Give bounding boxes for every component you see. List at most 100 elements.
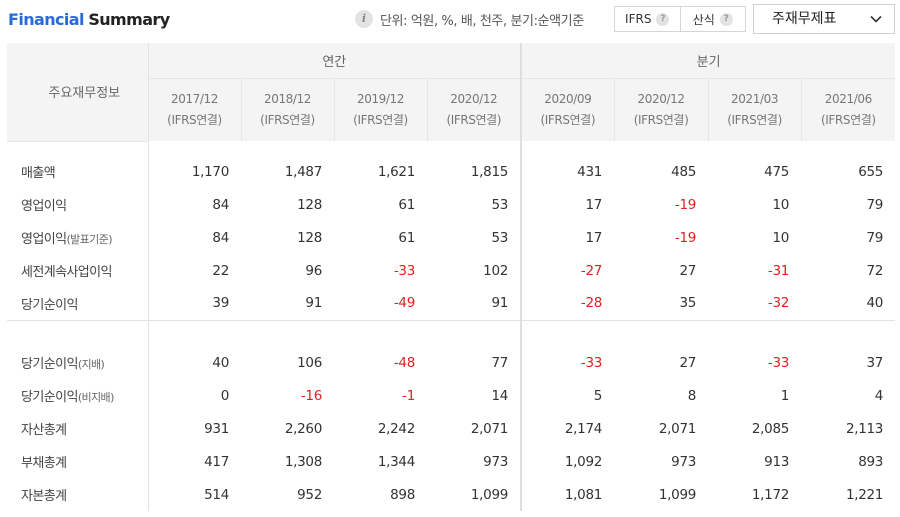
value-cell: 952 xyxy=(297,486,322,503)
row-label-main: 자산총계 xyxy=(21,423,67,438)
spacer-cell xyxy=(801,141,895,155)
value-cell: 1,487 xyxy=(284,163,322,180)
spacer-cell xyxy=(521,319,615,346)
title-financial: Financial xyxy=(8,10,84,29)
financial-summary-table: 주요재무정보 연간 분기 2017/12 (IFRS연결) 2018/12 (IFRS… xyxy=(7,43,896,511)
value-cell: 514 xyxy=(204,486,229,503)
row-label: 부채총계 xyxy=(7,445,149,478)
row-label-main: 세전계속사업이익 xyxy=(21,265,112,280)
column-period: 2019/12 xyxy=(356,91,405,106)
column-basis: (IFRS연결) xyxy=(633,112,689,127)
value-cell: 1 xyxy=(780,387,790,404)
value-cell: 2,071 xyxy=(427,412,523,445)
spacer-cell xyxy=(7,141,149,155)
value-cell: 39 xyxy=(212,295,229,312)
value-cell: -1 xyxy=(402,387,415,404)
value-cell: 40 xyxy=(866,295,884,312)
spacer-cell xyxy=(148,141,241,155)
question-icon[interactable]: ? xyxy=(719,12,733,26)
column-basis: (IFRS연결) xyxy=(821,112,876,127)
value-cell: 79 xyxy=(866,196,884,213)
section-divider xyxy=(7,319,896,346)
spacer-cell xyxy=(801,319,896,346)
column-period: 2021/06 xyxy=(824,91,872,106)
value-cell: 2,260 xyxy=(284,420,322,437)
value-cell: 4 xyxy=(874,387,884,404)
column-period: 2020/12 xyxy=(637,91,685,106)
value-cell: 10 xyxy=(772,229,790,246)
value-cell: 0 xyxy=(220,387,230,404)
corner-label: 주요재무정보 xyxy=(7,43,149,142)
value-cell: 655 xyxy=(858,163,884,180)
column-header: 2019/12 (IFRS연결) xyxy=(334,78,428,141)
row-label-main: 자본총계 xyxy=(21,489,67,504)
spacer-cell xyxy=(241,141,334,155)
value-cell: 22 xyxy=(212,262,229,279)
value-cell: -33 xyxy=(580,354,603,371)
statement-type-select[interactable]: 주재무제표 xyxy=(753,4,895,34)
value-cell: 1,308 xyxy=(284,453,322,470)
spacer-cell xyxy=(708,319,802,346)
value-cell: 1,099 xyxy=(427,478,523,511)
page-title: Financial Summary xyxy=(8,10,170,29)
spacer-cell xyxy=(148,319,241,346)
value-cell: 79 xyxy=(866,229,884,246)
table-row: 자산총계 931 2,260 2,242 2,071 2,174 2,071 2,085 2,1… xyxy=(7,412,895,445)
value-cell: -48 xyxy=(393,354,415,371)
value-cell: 37 xyxy=(866,354,884,371)
column-header: 2021/03 (IFRS연결) xyxy=(708,78,802,141)
value-cell: 913 xyxy=(764,453,790,470)
value-cell: 1,170 xyxy=(191,163,229,180)
ifrs-toggle[interactable]: IFRS ? xyxy=(615,7,680,31)
row-label: 당기순이익(지배) xyxy=(7,346,149,379)
value-cell: 10 xyxy=(772,196,790,213)
value-cell: 417 xyxy=(204,453,229,470)
formula-toggle-label: 산식 xyxy=(692,12,715,27)
column-header: 2021/06 (IFRS연결) xyxy=(801,78,896,141)
value-cell: 431 xyxy=(577,163,603,180)
value-cell: 475 xyxy=(764,163,790,180)
row-label-sub: (발표기준) xyxy=(66,233,112,246)
value-cell: 1,221 xyxy=(845,486,884,503)
value-cell: 5 xyxy=(593,387,603,404)
spacer-cell xyxy=(521,141,614,155)
statement-type-value: 주재무제표 xyxy=(772,11,837,27)
value-cell: 40 xyxy=(212,354,229,371)
row-label: 자본총계 xyxy=(7,478,149,511)
column-basis: (IFRS연결) xyxy=(540,112,596,127)
value-cell: -31 xyxy=(767,262,790,279)
group-annual: 연간 xyxy=(148,43,523,79)
value-cell: 14 xyxy=(427,379,523,412)
value-cell: -27 xyxy=(580,262,603,279)
table-row: 세전계속사업이익 22 96 -33 102 -27 27 -31 72 xyxy=(7,254,895,287)
row-label-main: 영업이익 xyxy=(21,199,67,214)
value-cell: -28 xyxy=(580,295,603,312)
value-cell: 1,172 xyxy=(751,486,790,503)
spacer-cell xyxy=(427,319,523,346)
row-label: 세전계속사업이익 xyxy=(7,254,149,287)
value-cell: 931 xyxy=(204,420,229,437)
title-summary: Summary xyxy=(88,10,170,29)
table-row: 당기순이익(비지배) 0 -16 -1 14 5 8 1 4 xyxy=(7,379,895,412)
value-cell: -19 xyxy=(674,229,697,246)
info-icon[interactable]: i xyxy=(355,10,373,28)
column-period: 2018/12 xyxy=(263,91,312,106)
value-cell: 77 xyxy=(427,346,523,379)
value-cell: 1,621 xyxy=(377,163,415,180)
row-label-main: 매출액 xyxy=(21,166,56,181)
value-cell: -33 xyxy=(767,354,790,371)
column-header: 2020/12 (IFRS연결) xyxy=(614,78,709,141)
row-label-sub: (지배) xyxy=(77,358,105,371)
value-cell: 17 xyxy=(585,196,603,213)
value-cell: 973 xyxy=(671,453,697,470)
row-label-main: 부채총계 xyxy=(21,456,67,471)
question-icon[interactable]: ? xyxy=(656,12,670,26)
spacer-cell xyxy=(334,141,427,155)
row-label: 당기순이익 xyxy=(7,287,149,320)
spacer-cell xyxy=(241,319,334,346)
formula-toggle[interactable]: 산식 ? xyxy=(679,7,746,31)
spacer-cell xyxy=(614,141,708,155)
value-cell: 61 xyxy=(398,196,415,213)
value-cell: 8 xyxy=(687,387,697,404)
unit-description: 단위: 억원, %, 배, 천주, 분기:순액기준 xyxy=(380,14,584,29)
